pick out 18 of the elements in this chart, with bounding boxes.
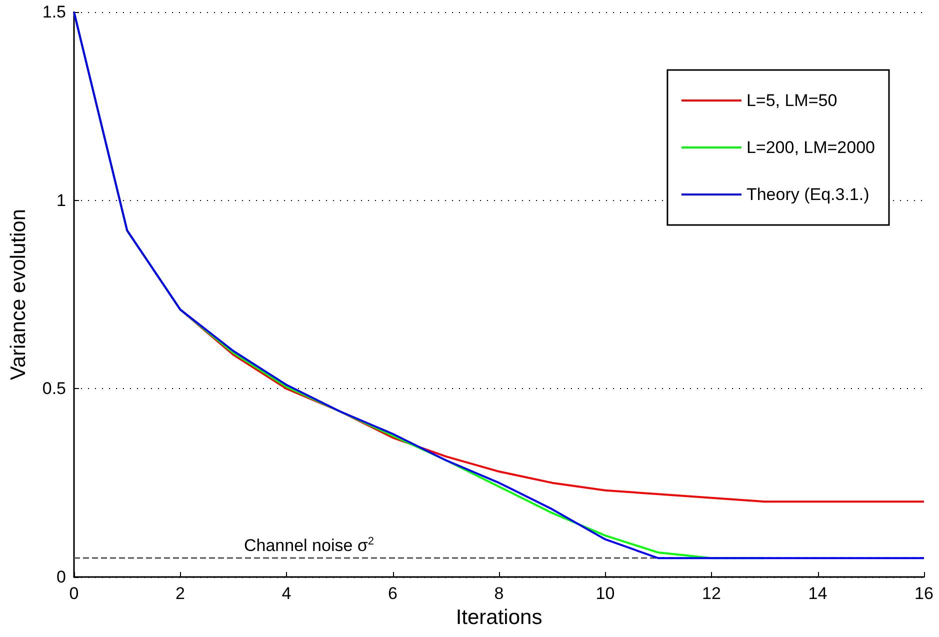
y-tick-label: 0.5 (42, 379, 66, 398)
x-tick-label: 0 (69, 584, 79, 603)
x-tick-label: 2 (176, 584, 185, 603)
x-axis-title: Iterations (456, 606, 542, 629)
legend-label: L=5, LM=50 (746, 91, 838, 110)
y-axis-title: Variance evolution (7, 208, 30, 380)
x-tick-label: 8 (494, 584, 504, 603)
y-tick-label: 1 (56, 190, 66, 210)
x-tick-label: 14 (808, 584, 828, 603)
x-tick-label: 6 (388, 584, 398, 603)
legend-label: L=200, LM=2000 (746, 138, 876, 157)
legend-label: Theory (Eq.3.1.) (746, 185, 870, 204)
y-tick-label: 0 (56, 568, 66, 586)
y-tick-label: 1.5 (42, 2, 66, 22)
x-tick-label: 16 (914, 584, 934, 603)
x-tick-label: 10 (596, 584, 615, 603)
x-tick-label: 4 (282, 584, 292, 603)
x-tick-label: 12 (702, 584, 721, 603)
